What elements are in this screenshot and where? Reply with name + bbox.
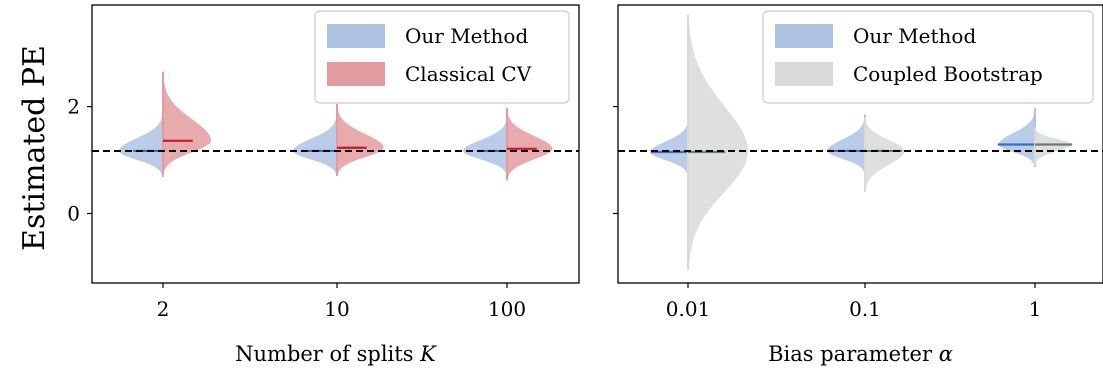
- axes-frame: [91, 4, 580, 284]
- x-tick-label: 0.1: [849, 297, 881, 321]
- violin-coupled-bootstrap-0.01: [688, 14, 748, 270]
- violin-classical-cv-100: [507, 108, 553, 181]
- y-tick-label: 0: [67, 202, 80, 226]
- y-tick-label: 2: [67, 95, 80, 119]
- legend-swatch: [775, 62, 833, 86]
- violin-coupled-bootstrap-1: [1035, 126, 1072, 166]
- x-tick-label: 0.01: [666, 297, 711, 321]
- y-axis-label: Estimated PE: [17, 45, 52, 251]
- legend-label: Coupled Bootstrap: [853, 62, 1043, 86]
- violin-classical-cv-2: [163, 71, 211, 176]
- panel-bias: 0.01 0.1 1 Bias parameter α Our Method Couple…: [613, 4, 1103, 366]
- legend-swatch: [327, 62, 385, 86]
- plot-area: [92, 71, 579, 181]
- x-tick-label: 1: [1029, 297, 1042, 321]
- violin-our-method-0.1: [827, 114, 865, 175]
- violin-our-method-1: [998, 108, 1035, 167]
- x-axis-label: Bias parameter α: [768, 342, 953, 366]
- legend: Our Method Coupled Bootstrap: [762, 10, 1094, 104]
- legend: Our Method Classical CV: [314, 10, 570, 104]
- axes-frame: [617, 4, 1103, 284]
- violin-our-method-100: [463, 116, 507, 177]
- legend-label: Classical CV: [405, 62, 532, 86]
- x-tick-label: 10: [324, 297, 349, 321]
- x-tick-label: 2: [157, 297, 170, 321]
- violin-our-method-2: [119, 110, 163, 178]
- violin-our-method-10: [293, 112, 337, 177]
- plot-area: [618, 14, 1103, 270]
- violin-classical-cv-10: [337, 103, 384, 177]
- x-tick-label: 100: [488, 297, 526, 321]
- legend-label: Our Method: [405, 24, 528, 48]
- panel-splits: 0 2 2 10 100 Number of splits K Our Method Clas…: [67, 4, 580, 366]
- violin-our-method-0.01: [650, 118, 688, 177]
- legend-swatch: [775, 24, 833, 48]
- legend-box: [762, 10, 1094, 104]
- x-axis-variable: K: [419, 342, 437, 366]
- x-axis-variable: α: [939, 342, 953, 366]
- legend-swatch: [327, 24, 385, 48]
- violin-coupled-bootstrap-0.1: [865, 117, 905, 193]
- x-axis-label: Number of splits K: [235, 342, 437, 366]
- legend-label: Our Method: [853, 24, 976, 48]
